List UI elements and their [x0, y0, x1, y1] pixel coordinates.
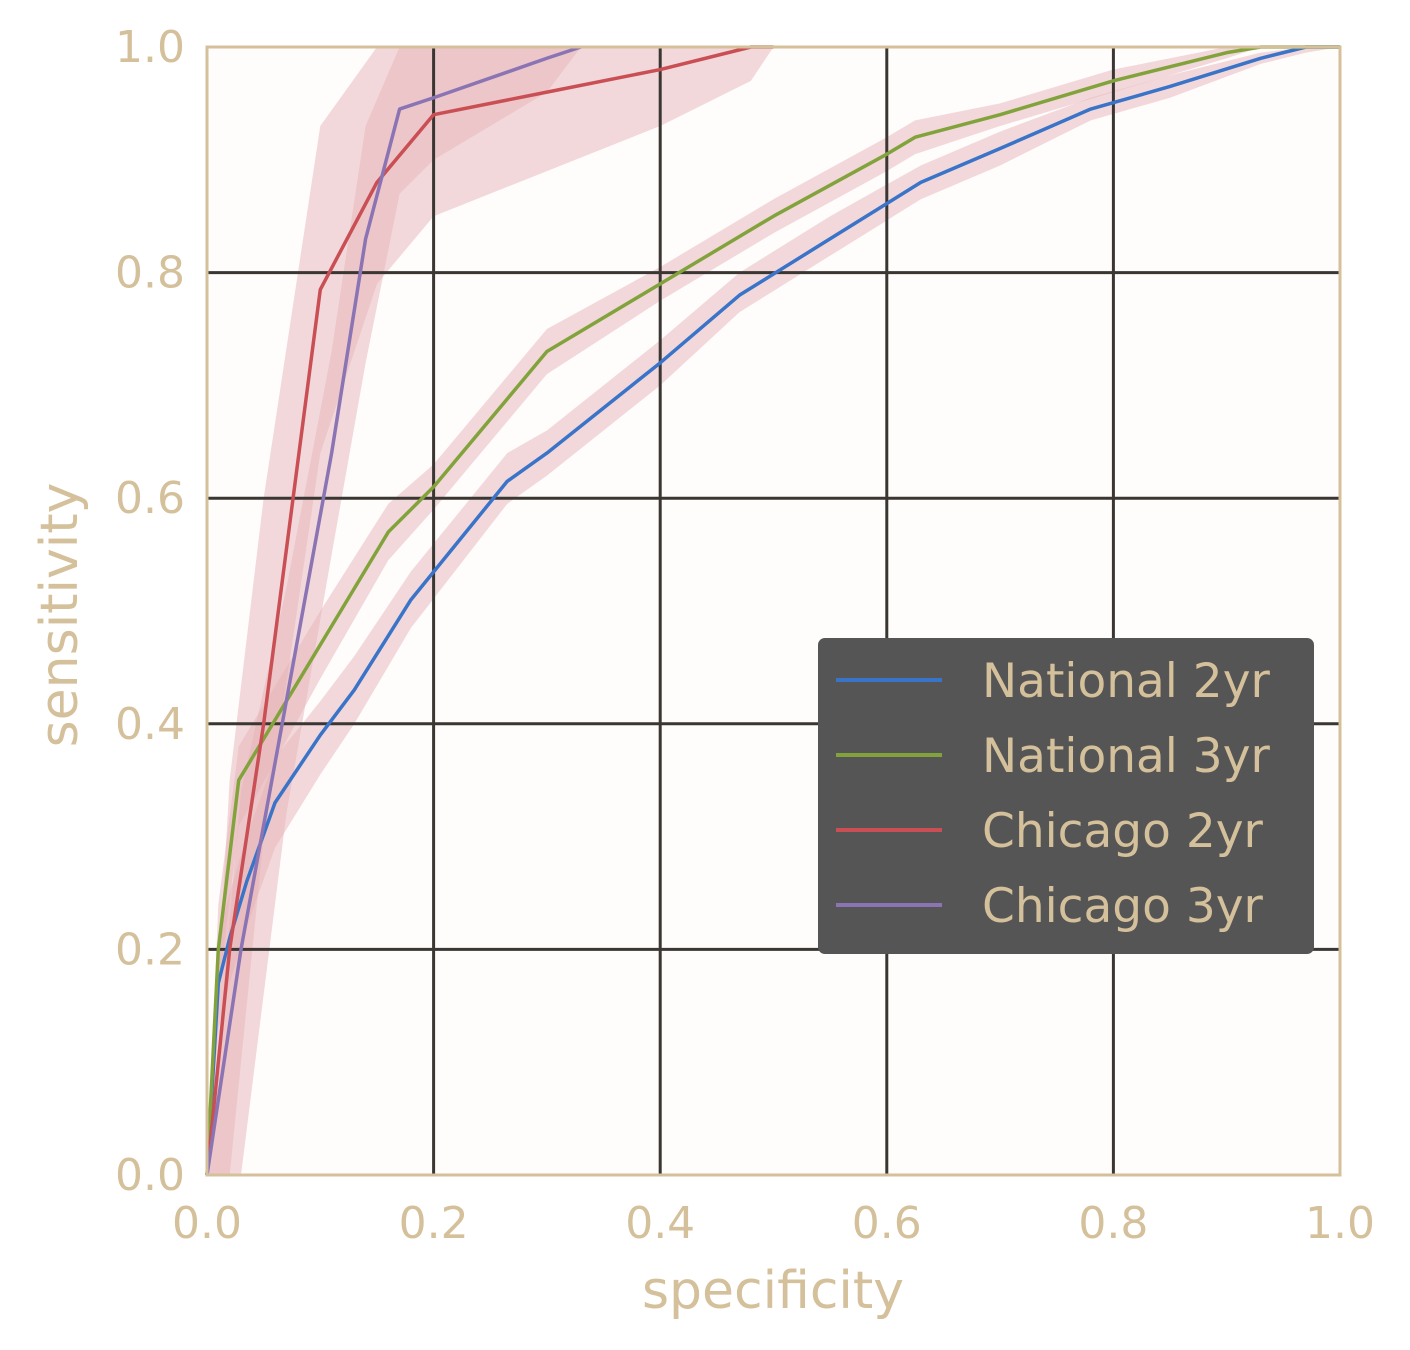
x-axis-title: specificity [642, 1261, 904, 1321]
x-tick-label: 1.0 [1305, 1198, 1375, 1249]
legend-entries: National 2yr National 3yr Chicago 2yr Chica… [836, 654, 1271, 934]
legend-box [818, 638, 1314, 954]
x-tick-label: 0.6 [852, 1198, 922, 1249]
series-line-3 [205, 45, 582, 1176]
plot-frame [205, 45, 1342, 1177]
y-axis-title: sensitivity [30, 483, 90, 748]
y-tick-label: 0.6 [115, 473, 185, 524]
legend: National 2yr National 3yr Chicago 2yr Chica… [818, 638, 1314, 954]
x-tick-label: 0.4 [625, 1198, 695, 1249]
legend-label: National 3yr [982, 729, 1271, 784]
y-tick-label: 0.2 [115, 924, 185, 975]
x-tick-label: 0.0 [172, 1198, 242, 1249]
series-line-1 [205, 45, 1340, 1176]
series-line-2 [205, 45, 774, 1176]
legend-label: National 2yr [982, 654, 1271, 709]
x-tick-label: 0.2 [399, 1198, 469, 1249]
x-tick-label: 0.8 [1078, 1198, 1148, 1249]
series-line-0 [205, 45, 1340, 1176]
y-tick-label: 0.4 [115, 699, 185, 750]
confidence-band-3 [207, 47, 581, 1175]
series-lines [205, 45, 1340, 1176]
y-tick-labels: 0.0 0.2 0.4 0.6 0.8 1.0 [115, 22, 185, 1201]
y-tick-label: 0.0 [115, 1150, 185, 1201]
legend-label: Chicago 3yr [982, 879, 1264, 934]
legend-label: Chicago 2yr [982, 804, 1264, 859]
y-tick-label: 0.8 [115, 248, 185, 299]
y-tick-label: 1.0 [115, 22, 185, 73]
x-tick-labels: 0.0 0.2 0.4 0.6 0.8 1.0 [172, 1198, 1375, 1249]
